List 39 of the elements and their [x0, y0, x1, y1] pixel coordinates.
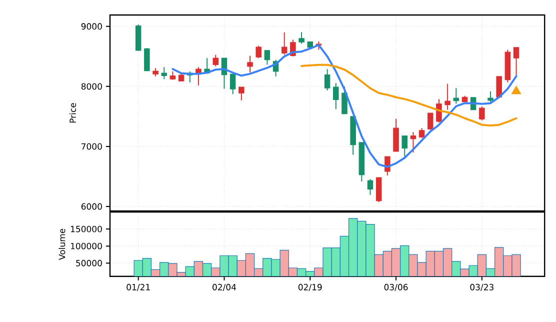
candlestick [230, 74, 236, 95]
candlestick [264, 50, 270, 66]
y-axis-title: Volume [58, 228, 66, 260]
candlestick [418, 128, 425, 139]
x-tick-label: 02/19 [298, 284, 322, 292]
candlestick [161, 66, 167, 80]
y-axis-title: Price [69, 103, 76, 123]
candlestick [410, 132, 416, 153]
candlestick [427, 112, 434, 130]
y-tick-label: 8000 [81, 83, 102, 90]
candlestick [298, 32, 304, 44]
candlestick [402, 135, 408, 157]
candlestick [144, 48, 150, 72]
y-tick-label: 6000 [81, 203, 102, 210]
candlestick [444, 83, 450, 110]
candlestick [513, 46, 520, 77]
candlestick [367, 178, 374, 196]
candlestick [324, 68, 330, 91]
candlestick [393, 118, 399, 152]
candlestick [212, 54, 219, 67]
candlestick [333, 82, 339, 110]
candlestick [453, 88, 460, 104]
candlestick [281, 32, 288, 56]
candlestick [342, 86, 348, 114]
y-tick-label: 100000 [70, 242, 102, 250]
candlestick [479, 106, 485, 121]
candlestick [247, 55, 253, 73]
y-tick-label: 50000 [76, 260, 102, 266]
x-tick-label: 03/23 [470, 284, 494, 292]
y-tick-label: 150000 [70, 226, 102, 232]
candlestick [376, 177, 382, 203]
candlestick [238, 86, 244, 101]
y-tick-label: 9000 [81, 23, 102, 30]
candlestick [256, 45, 262, 59]
x-tick-label: 02/04 [212, 284, 236, 292]
x-tick-label: 01/21 [126, 284, 150, 292]
x-tick-label: 03/06 [384, 284, 408, 292]
candlestick [436, 98, 442, 123]
y-tick-label: 7000 [82, 143, 102, 150]
